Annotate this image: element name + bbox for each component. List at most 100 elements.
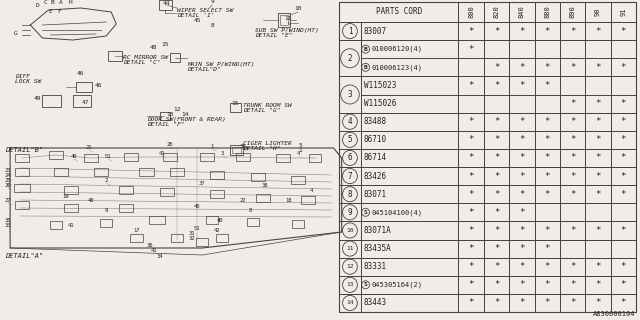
Bar xyxy=(339,167,361,185)
Bar xyxy=(484,58,509,76)
Bar xyxy=(100,219,112,227)
Bar xyxy=(49,221,61,229)
Text: *: * xyxy=(595,262,601,271)
Text: 9: 9 xyxy=(104,208,108,213)
Bar xyxy=(560,294,586,312)
Bar xyxy=(586,58,611,76)
Bar xyxy=(484,294,509,312)
Text: 42: 42 xyxy=(214,228,221,233)
Text: *: * xyxy=(494,81,499,90)
Text: 12: 12 xyxy=(346,264,354,269)
Bar xyxy=(84,154,98,162)
Text: 2: 2 xyxy=(104,178,108,183)
Bar xyxy=(361,294,458,312)
Bar xyxy=(484,94,509,113)
Text: W115026: W115026 xyxy=(364,99,396,108)
Bar xyxy=(509,113,534,131)
Text: 40: 40 xyxy=(70,154,77,159)
Bar xyxy=(534,239,560,258)
Text: 17: 17 xyxy=(133,228,140,233)
Text: DETAIL"B": DETAIL"B" xyxy=(5,147,44,153)
Bar xyxy=(339,40,636,76)
Text: 15: 15 xyxy=(161,42,168,47)
Bar xyxy=(534,276,560,294)
Text: 48: 48 xyxy=(150,45,157,50)
Bar xyxy=(339,2,458,22)
Text: W115023: W115023 xyxy=(364,81,396,90)
Bar xyxy=(196,238,208,246)
Text: *: * xyxy=(519,172,525,180)
Bar xyxy=(301,196,316,204)
Bar xyxy=(484,76,509,94)
Bar xyxy=(339,294,636,312)
Text: A830000104: A830000104 xyxy=(593,311,635,317)
Bar xyxy=(586,22,611,40)
Text: 83488: 83488 xyxy=(364,117,387,126)
Bar xyxy=(170,53,180,62)
Text: *: * xyxy=(545,226,550,235)
Text: *: * xyxy=(494,262,499,271)
Text: 10: 10 xyxy=(346,228,354,233)
Bar xyxy=(509,167,534,185)
Bar xyxy=(586,94,611,113)
Text: *: * xyxy=(595,63,601,72)
Bar xyxy=(339,258,361,276)
Text: CIGER LIGHTER: CIGER LIGHTER xyxy=(243,141,291,146)
Text: *: * xyxy=(621,117,626,126)
Text: LOCK SW: LOCK SW xyxy=(15,79,42,84)
Text: *: * xyxy=(519,27,525,36)
Text: 15: 15 xyxy=(232,101,239,106)
Bar xyxy=(509,76,534,94)
Text: *: * xyxy=(494,117,499,126)
Text: 36: 36 xyxy=(147,243,153,248)
Bar xyxy=(586,113,611,131)
Bar xyxy=(534,94,560,113)
Bar xyxy=(509,185,534,203)
Bar xyxy=(291,176,305,184)
Text: DOOR SW(FRONT & REAR): DOOR SW(FRONT & REAR) xyxy=(147,117,225,122)
Bar xyxy=(280,15,288,25)
Text: 23: 23 xyxy=(5,168,12,173)
Text: *: * xyxy=(519,262,525,271)
Bar xyxy=(160,112,170,120)
Text: *: * xyxy=(519,135,525,144)
Bar xyxy=(509,2,534,22)
Bar xyxy=(509,221,534,239)
Bar xyxy=(484,276,509,294)
Bar xyxy=(216,234,228,242)
Bar xyxy=(611,2,636,22)
Bar xyxy=(534,131,560,149)
Text: 22: 22 xyxy=(239,198,246,203)
Bar xyxy=(534,40,560,58)
Bar xyxy=(339,185,361,203)
Text: *: * xyxy=(570,135,575,144)
Text: 2: 2 xyxy=(348,54,352,63)
Bar xyxy=(15,154,29,162)
Text: 890: 890 xyxy=(570,6,575,18)
Text: 40: 40 xyxy=(88,198,94,203)
Bar xyxy=(339,113,636,131)
Bar xyxy=(509,258,534,276)
Text: DIFF: DIFF xyxy=(15,74,30,79)
Text: *: * xyxy=(570,63,575,72)
Text: *: * xyxy=(468,299,474,308)
Bar xyxy=(458,149,484,167)
Bar xyxy=(611,203,636,221)
Bar xyxy=(458,221,484,239)
Bar xyxy=(560,258,586,276)
Bar xyxy=(484,258,509,276)
Bar xyxy=(49,151,63,159)
Bar xyxy=(560,76,586,94)
Text: F: F xyxy=(57,9,61,14)
Text: *: * xyxy=(595,117,601,126)
Bar xyxy=(108,51,122,61)
Bar xyxy=(148,216,164,224)
Bar xyxy=(484,22,509,40)
Bar xyxy=(458,258,484,276)
Bar xyxy=(534,58,560,76)
Bar xyxy=(458,22,484,40)
Bar xyxy=(292,220,304,228)
Text: 880: 880 xyxy=(544,6,550,18)
Text: *: * xyxy=(468,27,474,36)
Bar xyxy=(361,22,458,40)
